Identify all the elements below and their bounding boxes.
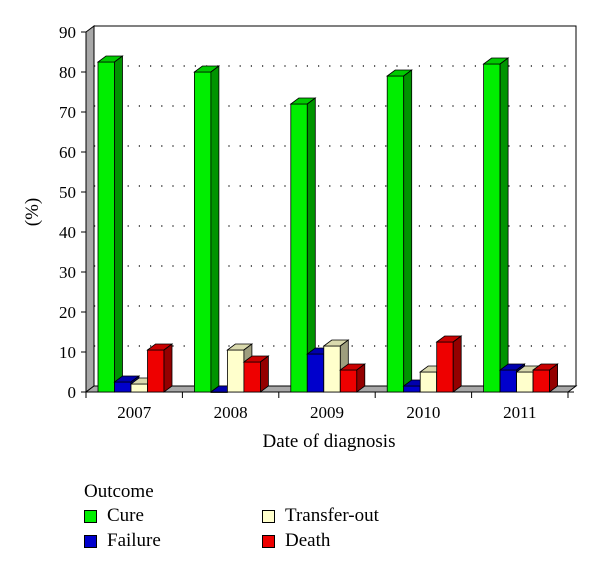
y-tick-label: 90 (59, 23, 76, 42)
bar (289, 97, 317, 393)
bar-front (130, 383, 148, 393)
bar-side (356, 363, 366, 393)
legend-swatch-death (262, 534, 275, 548)
x-tick-label: 2010 (406, 403, 440, 422)
legend-label-transfer-out: Transfer-out (285, 505, 379, 526)
bar (146, 343, 174, 393)
bar (96, 55, 124, 393)
bar-side (452, 335, 462, 393)
legend-swatch-transfer-out (262, 509, 275, 523)
bar-front (306, 353, 325, 393)
x-tick-label: 2007 (117, 403, 152, 422)
bar-side (163, 343, 173, 393)
bar-front (323, 345, 341, 393)
bar-front (114, 381, 132, 393)
bar-front (243, 361, 261, 393)
legend-swatch-cure (84, 509, 97, 523)
plot-side-wall (85, 25, 95, 393)
bar-front (193, 71, 212, 393)
bar-front (483, 63, 501, 393)
x-tick-label: 2011 (503, 403, 536, 422)
legend-item-failure: Failure (84, 530, 161, 552)
bar-side (499, 57, 509, 393)
bar-front (97, 61, 115, 393)
bar-front (419, 371, 438, 393)
bar-front (147, 349, 165, 393)
y-tick-label: 50 (59, 183, 76, 202)
legend-label-cure: Cure (107, 505, 144, 526)
bar-front (290, 103, 308, 393)
bar-front (226, 349, 245, 393)
y-tick-label: 70 (59, 103, 76, 122)
bar (531, 363, 559, 393)
bar-side (549, 363, 558, 393)
y-axis-label: (%) (22, 198, 43, 226)
y-tick-label: 40 (59, 223, 76, 242)
bar (193, 65, 221, 393)
bar-front (532, 369, 550, 393)
bar (386, 69, 413, 393)
legend-label-failure: Failure (107, 530, 161, 551)
bar-front (516, 371, 534, 393)
legend-swatch-failure (84, 534, 97, 548)
bar (339, 363, 366, 393)
x-tick-label: 2008 (214, 403, 248, 422)
bar-front (339, 369, 358, 393)
bar (435, 335, 463, 393)
bar (242, 355, 270, 393)
bar-side (306, 97, 316, 393)
y-tick-label: 10 (59, 343, 76, 362)
y-tick-label: 80 (59, 63, 76, 82)
bar-front (403, 385, 421, 393)
y-tick-label: 30 (59, 263, 76, 282)
bar-front (499, 369, 518, 393)
legend-title: Outcome (84, 481, 154, 502)
y-tick-label: 60 (59, 143, 76, 162)
bar-side (259, 355, 269, 393)
legend-item-death: Death (262, 530, 330, 552)
legend-label-death: Death (285, 530, 331, 551)
y-tick-label: 20 (59, 303, 76, 322)
legend-item-transfer-out: Transfer-out (262, 505, 379, 527)
bar-side (114, 55, 123, 393)
bar-front (386, 75, 405, 393)
x-axis-label: Date of diagnosis (263, 431, 396, 452)
legend-item-cure: Cure (84, 505, 144, 527)
bar-side (403, 69, 413, 393)
bar-front (436, 341, 454, 393)
x-tick-label: 2009 (310, 403, 344, 422)
bar-side (210, 65, 220, 393)
bar (482, 57, 510, 393)
y-tick-label: 0 (68, 383, 77, 402)
legend: Outcome Cure Failure Transfer-out Death (84, 481, 504, 571)
